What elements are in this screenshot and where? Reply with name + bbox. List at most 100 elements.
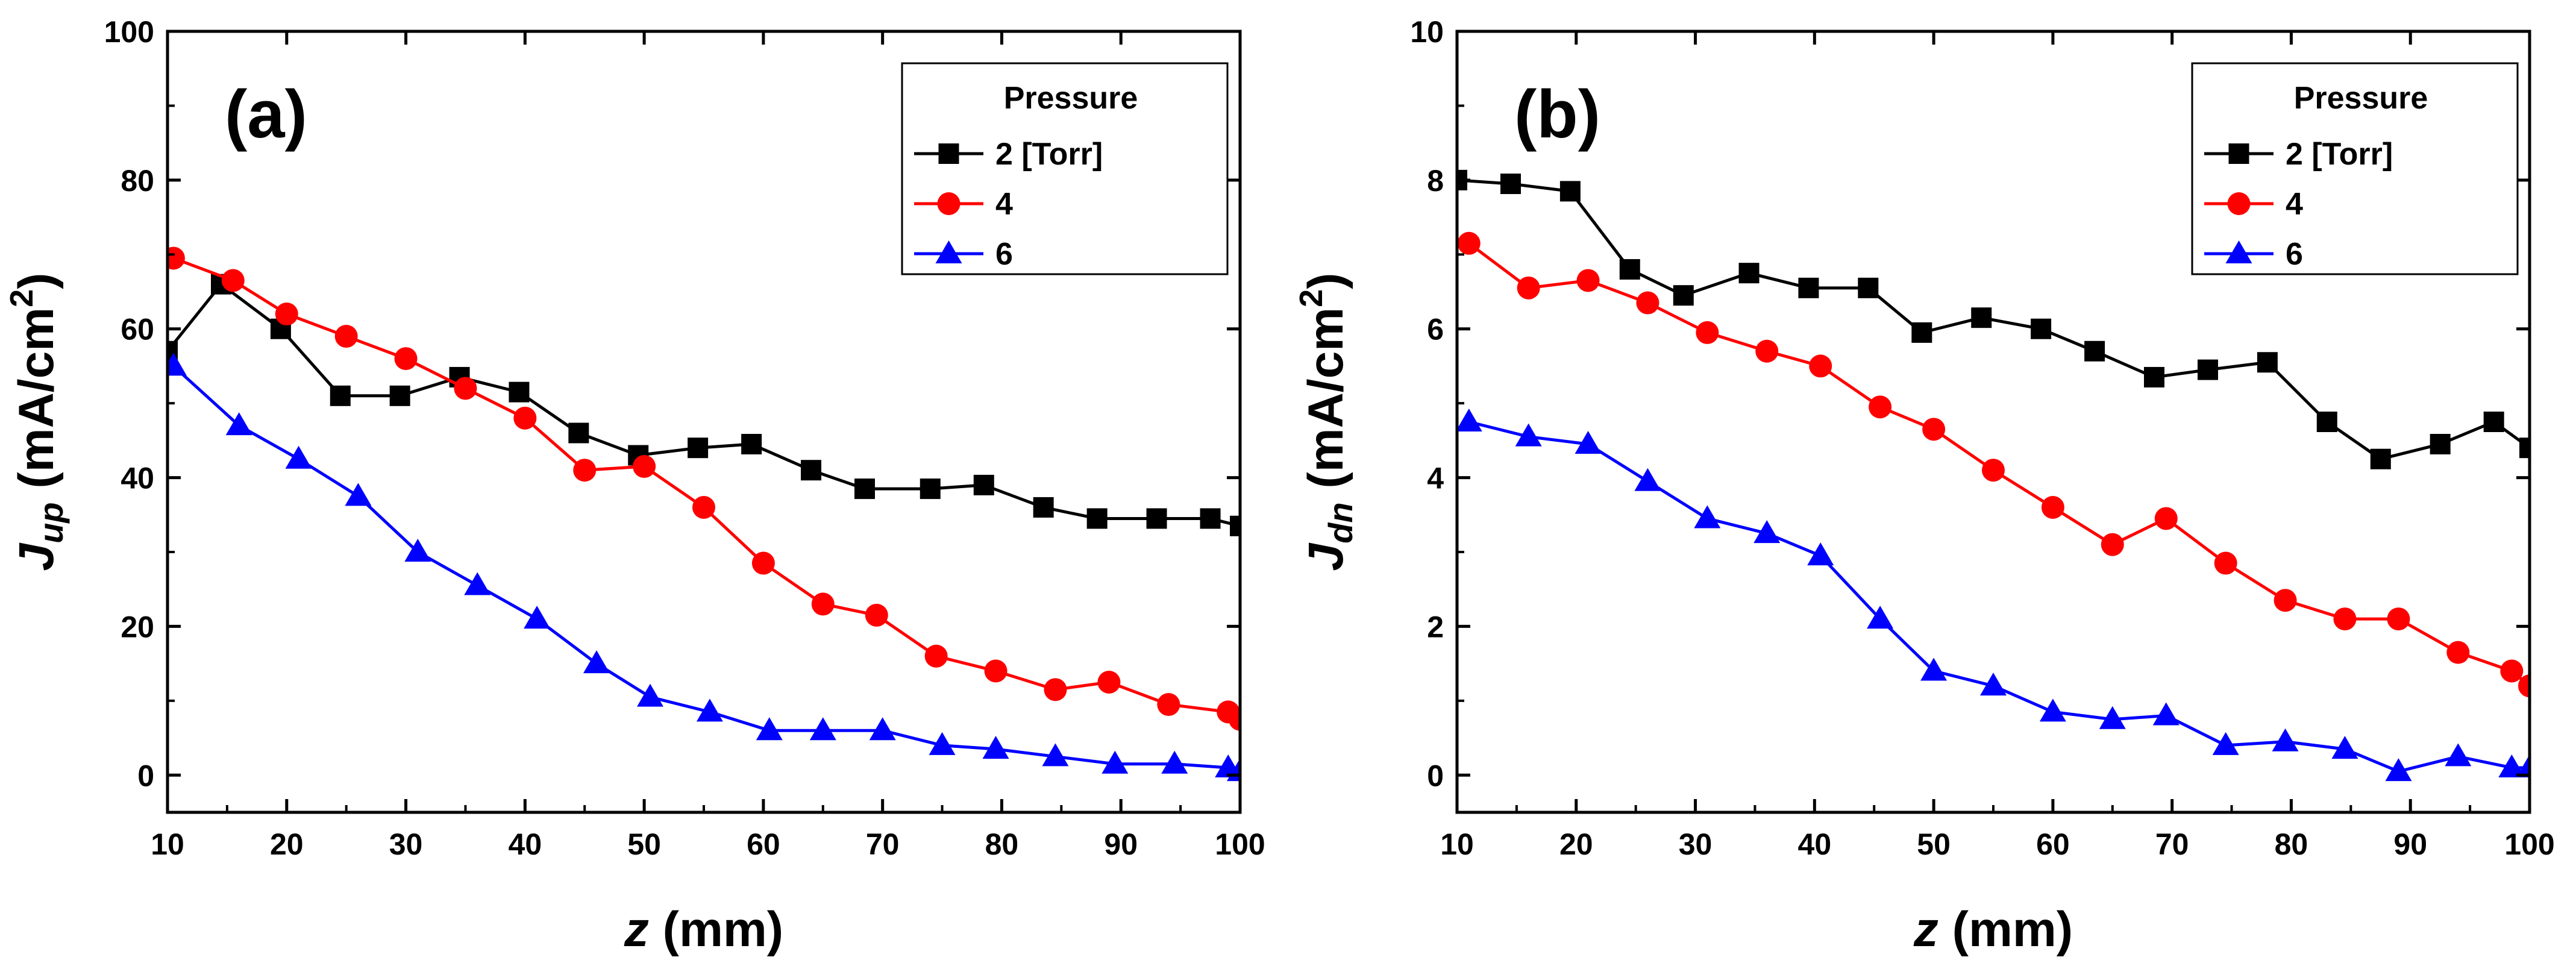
data-point <box>2446 641 2470 664</box>
data-point <box>2154 507 2178 530</box>
data-point <box>865 603 888 627</box>
x-tick-label: 70 <box>2155 827 2189 861</box>
x-tick-label: 90 <box>1104 827 1138 861</box>
y-axis-title: Jdn (mA/cm2) <box>1293 273 1359 571</box>
data-point <box>2039 698 2066 722</box>
x-tick-label: 20 <box>1559 827 1593 861</box>
data-point <box>1619 259 1640 280</box>
x-tick-label: 40 <box>1798 827 1832 861</box>
legend-box <box>2191 62 2519 275</box>
x-tick-label: 80 <box>2275 827 2308 861</box>
y-axis-title: Jup (mA/cm2) <box>4 273 70 571</box>
legend-label-1: 2 [Torr] <box>995 137 1103 172</box>
data-point <box>1922 418 1946 441</box>
data-point <box>924 644 948 668</box>
legend-label-3: 6 <box>2286 237 2303 272</box>
data-point <box>509 381 530 403</box>
data-point <box>221 269 245 292</box>
x-tick-label: 50 <box>1917 827 1951 861</box>
x-tick-label: 10 <box>1440 827 1474 861</box>
x-tick-label: 40 <box>509 827 542 861</box>
legend-box <box>901 62 1229 275</box>
y-axis-subscript: up <box>32 502 70 543</box>
data-point <box>2274 589 2297 612</box>
y-tick-label: 60 <box>121 313 154 347</box>
data-point <box>1636 291 1659 315</box>
x-tick-label: 90 <box>2393 827 2427 861</box>
panel-label: (b) <box>1514 77 1600 152</box>
data-point <box>345 483 372 506</box>
data-point <box>1042 743 1069 767</box>
data-point <box>688 438 709 459</box>
data-point <box>168 246 185 270</box>
x-tick-label: 50 <box>627 827 661 861</box>
legend-label-2: 4 <box>2286 187 2303 222</box>
data-point <box>1157 693 1180 717</box>
data-point <box>1102 750 1129 774</box>
data-point <box>2212 732 2239 755</box>
data-point <box>1097 671 1121 694</box>
data-point <box>982 736 1009 759</box>
data-point <box>2333 607 2357 631</box>
x-axis-variable: z <box>1913 902 1938 957</box>
data-point <box>1920 657 1948 681</box>
data-point <box>1982 459 2005 482</box>
y-axis-close: ) <box>1299 273 1353 289</box>
data-point <box>1559 181 1581 202</box>
data-point <box>696 698 723 722</box>
x-tick-label: 20 <box>270 827 304 861</box>
x-tick-label: 100 <box>2504 827 2554 861</box>
data-point <box>2041 495 2064 519</box>
data-point <box>1755 339 1779 363</box>
data-point <box>275 303 298 326</box>
data-point <box>854 478 875 500</box>
series-line-1 <box>168 283 1240 528</box>
y-tick-label: 40 <box>121 462 154 495</box>
data-point <box>394 347 418 371</box>
plot-area <box>1457 169 2530 782</box>
data-point <box>2516 754 2530 777</box>
legend-marker-3 <box>935 240 962 263</box>
data-point <box>1515 423 1542 447</box>
data-point <box>637 683 663 707</box>
y-tick-label: 8 <box>1427 164 1444 198</box>
data-point <box>1673 285 1694 306</box>
data-point <box>1086 508 1108 529</box>
data-point <box>1807 542 1834 566</box>
data-point <box>2099 706 2126 729</box>
legend-marker-1 <box>938 143 959 164</box>
data-point <box>2483 412 2504 432</box>
x-axis-unit: (mm) <box>1938 902 2073 957</box>
data-point <box>513 406 537 430</box>
y-tick-label: 10 <box>1410 15 1444 49</box>
data-point <box>2214 551 2237 575</box>
y-tick-label: 20 <box>121 610 154 644</box>
data-point <box>1798 277 1819 298</box>
data-point <box>225 412 252 436</box>
series-line-2 <box>173 257 1240 721</box>
data-point <box>1911 322 1932 343</box>
data-point <box>1033 497 1054 518</box>
x-tick-label: 80 <box>985 827 1019 861</box>
data-point <box>2257 352 2278 373</box>
x-tick-label: 60 <box>2036 827 2070 861</box>
y-axis-close: ) <box>9 273 64 289</box>
data-point <box>1694 505 1721 528</box>
plot-area <box>168 246 1240 782</box>
data-point <box>1858 277 1879 298</box>
data-point <box>2385 758 2412 782</box>
data-point <box>2500 659 2524 683</box>
data-point <box>929 732 956 755</box>
data-point <box>741 434 762 455</box>
data-point <box>1809 354 1832 378</box>
y-tick-label: 0 <box>137 759 154 792</box>
legend-marker-3 <box>2225 240 2252 263</box>
y-axis-superscript: 2 <box>1293 289 1329 307</box>
data-point <box>1753 520 1781 544</box>
data-point <box>2445 743 2472 767</box>
data-point <box>1229 707 1240 731</box>
y-tick-label: 100 <box>104 15 154 49</box>
data-point <box>984 659 1008 683</box>
y-tick-label: 2 <box>1427 610 1444 644</box>
data-point <box>920 478 941 500</box>
